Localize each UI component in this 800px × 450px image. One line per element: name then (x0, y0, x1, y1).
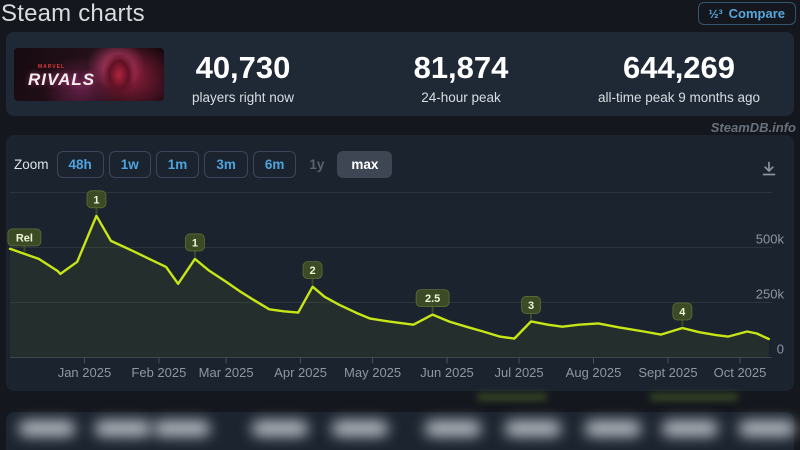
flag-label: 2 (310, 265, 316, 277)
alltime-peak-value: 644,269 (622, 50, 736, 85)
milestone-flag-1[interactable]: 1 (185, 233, 205, 257)
blurred-table-panel (6, 412, 795, 450)
x-tick-label: Apr 2025 (274, 365, 327, 380)
x-tick-label: Jun 2025 (420, 365, 474, 380)
blurred-table-cell (425, 421, 481, 436)
flag-label: 1 (192, 237, 198, 249)
download-chart-icon[interactable] (760, 160, 778, 178)
stat-players-now: 40,730 players right now (123, 50, 363, 105)
players-line-series[interactable] (8, 214, 770, 341)
players-now-value: 40,730 (195, 50, 291, 85)
range-1y: 1y (309, 157, 325, 172)
blurred-table-cell (739, 421, 795, 436)
flag-label: 3 (528, 300, 534, 312)
blurred-table-cell (332, 421, 388, 436)
blurred-table-cell (19, 421, 75, 436)
range-max[interactable]: max (337, 151, 393, 178)
zoom-toolbar: Zoom 48h 1w 1m 3m 6m 1y max (14, 151, 393, 178)
page-header: Steam charts ½³ Compare (0, 0, 800, 31)
blurred-table-cell (662, 421, 718, 436)
x-tick-label: Jan 2025 (58, 365, 112, 380)
milestone-flag-1[interactable]: 1 (86, 190, 107, 214)
compare-numbers-icon: ½³ (708, 6, 723, 21)
x-tick-label: May 2025 (344, 365, 401, 380)
x-tick-label: Jul 2025 (494, 365, 543, 380)
y-tick-label: 500k (756, 232, 785, 247)
peak-24h-label: 24-hour peak (421, 89, 501, 105)
flag-box (185, 233, 205, 252)
flag-label: Rel (16, 232, 33, 244)
chart-panel: Zoom 48h 1w 1m 3m 6m 1y max Jan 2025 Feb 2025 Ma… (6, 135, 794, 391)
flag-box (415, 289, 450, 308)
blurred-green-line (650, 395, 738, 399)
game-capsule-image[interactable]: MARVEL RIVALS (14, 48, 164, 101)
x-tick-label: Oct 2025 (714, 365, 767, 380)
y-tick-label: 250k (756, 287, 785, 302)
flag-box (302, 261, 323, 280)
compare-button[interactable]: ½³ Compare (697, 2, 796, 25)
steamdb-watermark: SteamDB.info (710, 120, 796, 135)
range-3m[interactable]: 3m (204, 151, 248, 178)
x-tick-label: Aug 2025 (566, 365, 622, 380)
milestone-flag-2.5[interactable]: 2.5 (415, 289, 450, 313)
alltime-peak-label: all-time peak 9 months ago (597, 89, 761, 105)
peak-24h-value: 81,874 (413, 50, 509, 85)
compare-button-label: Compare (728, 6, 785, 21)
x-tick-label: Mar 2025 (199, 365, 254, 380)
stat-alltime-peak: 644,269 all-time peak 9 months ago (559, 50, 799, 105)
blurred-green-line (477, 395, 547, 399)
players-area-fill (10, 215, 769, 358)
flag-box (521, 296, 541, 314)
flag-label: 4 (679, 307, 686, 319)
x-tick-label: Feb 2025 (131, 365, 186, 380)
blurred-table-cell (252, 421, 308, 436)
game-logo: RIVALS (28, 70, 96, 89)
blurred-table-cell (154, 421, 210, 436)
game-franchise-label: MARVEL (38, 64, 66, 70)
stats-panel: MARVEL RIVALS 40,730 players right now 8… (6, 32, 794, 116)
players-chart[interactable]: Jan 2025 Feb 2025 Mar 2025 Apr 2025 May 2025… (6, 135, 794, 391)
blurred-table-cell (505, 421, 561, 436)
stat-24h-peak: 81,874 24-hour peak (341, 50, 581, 105)
game-capsule-art (102, 54, 136, 100)
flag-box (7, 228, 42, 247)
range-1m[interactable]: 1m (155, 151, 200, 178)
flag-label: 2.5 (425, 293, 440, 305)
range-buttons: 48h 1w 1m 3m 6m 1y max (56, 151, 393, 178)
milestone-flag-2[interactable]: 2 (302, 261, 323, 285)
players-now-label: players right now (191, 89, 295, 105)
range-48h[interactable]: 48h (56, 151, 104, 178)
milestone-flag-Rel[interactable]: Rel (7, 228, 42, 252)
y-tick-label: 0 (777, 342, 784, 357)
range-6m[interactable]: 6m (252, 151, 297, 178)
blurred-table-cell (585, 421, 641, 436)
blurred-table-cell (95, 421, 151, 436)
flag-label: 1 (93, 194, 99, 206)
flag-box (672, 302, 693, 321)
x-tick-label: Sept 2025 (638, 365, 697, 380)
zoom-label: Zoom (14, 157, 49, 172)
milestone-flag-4[interactable]: 4 (672, 302, 693, 327)
range-1w[interactable]: 1w (108, 151, 151, 178)
page-title: Steam charts (1, 0, 145, 27)
flag-box (86, 190, 107, 209)
milestone-flag-3[interactable]: 3 (521, 296, 541, 320)
